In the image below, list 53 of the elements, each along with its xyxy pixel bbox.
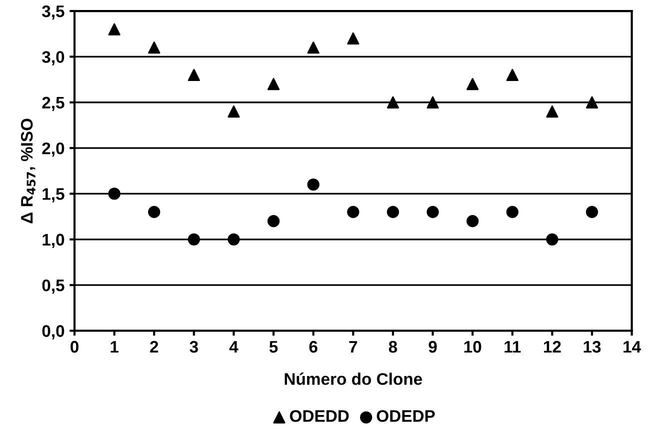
point (426, 206, 439, 218)
point (228, 233, 240, 246)
point (148, 206, 160, 218)
x-tick-label: 8 (388, 340, 398, 353)
legend-label: ODEDP (376, 410, 435, 422)
point (426, 96, 439, 108)
x-tick-label: 1 (110, 341, 118, 353)
y-axis-title: Δ R$_{457}$, %ISO (20, 118, 36, 224)
point (307, 41, 320, 54)
y-tick-label: 0,0 (42, 325, 64, 340)
x-tick-label: 12 (544, 340, 561, 353)
point (586, 206, 598, 218)
x-tick-label: 13 (584, 340, 601, 353)
y-tick-label: 2,5 (42, 96, 64, 111)
point (546, 105, 558, 118)
x-tick-label: 9 (428, 340, 437, 353)
y-tick-label: 1,5 (42, 188, 64, 202)
point (188, 233, 200, 246)
x-axis-title: Número do Clone (284, 372, 422, 385)
point (188, 68, 200, 82)
point (347, 206, 360, 218)
x-tick-label: 11 (504, 341, 521, 353)
point (506, 206, 518, 218)
point (228, 105, 240, 118)
point (386, 206, 400, 218)
x-tick-label: 0 (70, 340, 78, 353)
point (148, 41, 160, 54)
legend-label: ODEDD (290, 410, 349, 422)
point (386, 96, 400, 108)
x-tick-label: 5 (269, 341, 278, 353)
y-tick-label: 3,0 (42, 51, 64, 66)
point (466, 215, 479, 228)
x-tick-label: 10 (464, 340, 482, 353)
point (108, 23, 120, 36)
point (506, 68, 518, 82)
point (546, 233, 558, 246)
x-tick-label: 6 (309, 340, 318, 353)
point (466, 78, 479, 90)
x-tick-label: 14 (624, 341, 641, 353)
point (108, 188, 120, 200)
point (307, 178, 320, 191)
y-tick-label: 1,0 (42, 234, 64, 248)
x-tick-label: 7 (349, 341, 358, 353)
x-tick-label: 4 (229, 341, 238, 353)
point (267, 215, 280, 228)
point (586, 96, 598, 108)
x-tick-label: 2 (150, 340, 158, 353)
y-tick-label: 2,0 (42, 142, 64, 157)
y-tick-label: 0,5 (42, 279, 64, 294)
y-tick-label: 3,5 (42, 5, 64, 20)
x-tick-label: 3 (190, 340, 198, 353)
point (347, 32, 360, 45)
point (267, 78, 280, 90)
